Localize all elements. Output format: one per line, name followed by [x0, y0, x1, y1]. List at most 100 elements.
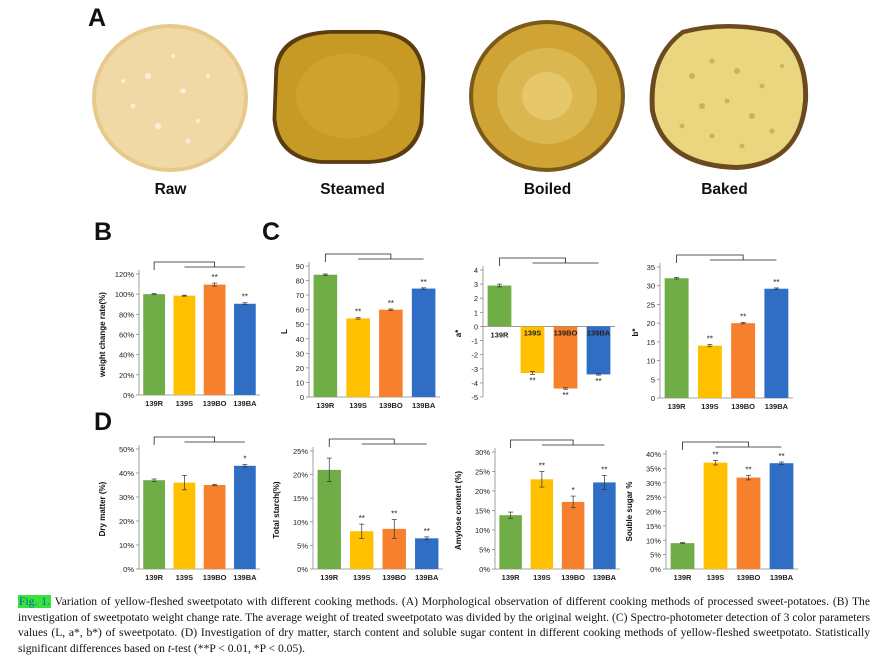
category-label: 139S: [349, 401, 367, 410]
y-tick-label: 5: [651, 375, 655, 384]
chart-a: -5 -4 -3 -2 -1 0 1 2 3 4 a* 139R ** 139S ** 139BO ** 139B…: [454, 257, 615, 402]
category-label: 139R: [491, 330, 510, 339]
y-tick-label: -4: [471, 379, 478, 388]
bar-139BO: [203, 485, 226, 569]
y-tick-label: 40%: [119, 351, 134, 360]
y-axis-label: weight change rate(%): [98, 292, 107, 378]
significance-mark: **: [740, 312, 746, 321]
y-tick-label: 10: [296, 378, 304, 387]
significance-mark: **: [359, 514, 365, 523]
chart-L: 0 10 20 30 40 50 60 70 80 90 L 139R ** 139S ** 139BO ** 1…: [280, 253, 440, 410]
photo-raw: [92, 24, 248, 172]
category-label: 139BO: [554, 328, 578, 337]
category-label: 139BO: [731, 402, 755, 411]
bar-139BA: [233, 465, 256, 569]
photo-steamed: [272, 30, 426, 164]
y-tick-label: 10%: [119, 541, 134, 550]
caption-ttest: t: [167, 641, 172, 655]
y-tick-label: 25: [647, 300, 655, 309]
category-label: 139BA: [587, 328, 611, 337]
bar-139R: [499, 515, 522, 569]
chart-b: 0 5 10 15 20 25 30 35 b* 139R ** 139S ** 139BO ** 139BA: [631, 254, 793, 411]
bar-139R: [313, 274, 338, 397]
bar-139BA: [415, 538, 439, 569]
category-label: 139S: [701, 402, 719, 411]
significance-mark: **: [212, 273, 218, 282]
y-tick-label: 10%: [646, 536, 661, 545]
y-tick-label: 25%: [475, 468, 490, 477]
category-label: 139BO: [737, 573, 761, 582]
panel-letter-a: A: [88, 4, 107, 32]
y-tick-label: 50: [296, 320, 304, 329]
y-tick-label: 60%: [119, 331, 134, 340]
y-tick-label: 30%: [475, 448, 490, 457]
chart-starch: 0% 5% 10% 15% 20% 25% Total starch(%) 139R ** 139…: [272, 438, 443, 582]
significance-mark: **: [562, 391, 568, 400]
category-label: 139S: [524, 328, 542, 337]
bar-139S: [520, 326, 545, 374]
y-tick-label: 25%: [646, 493, 661, 502]
bar-139BA: [593, 482, 616, 569]
y-axis-label: L: [280, 329, 289, 334]
significance-bracket: [499, 257, 566, 266]
bar-139S: [530, 479, 554, 569]
y-tick-label: 0%: [297, 565, 308, 574]
category-label: 139BA: [233, 573, 257, 582]
panel-letter-d: D: [94, 408, 113, 436]
y-tick-label: 50%: [119, 445, 134, 454]
bar-139BO: [736, 477, 761, 569]
significance-bracket: [510, 439, 574, 448]
y-tick-label: 0%: [123, 391, 134, 400]
figure-caption: Fig. 1. Variation of yellow-fleshed swee…: [18, 594, 870, 656]
significance-mark: **: [539, 462, 545, 471]
y-tick-label: 3: [474, 280, 478, 289]
chart-sugar: 0% 5% 10% 15% 20% 25% 30% 35% 40% Souble sugar % 1…: [625, 441, 798, 582]
bar-139S: [346, 318, 370, 397]
y-tick-label: 15%: [293, 494, 308, 503]
significance-mark: *: [572, 486, 575, 495]
category-label: 139S: [707, 573, 725, 582]
bar-139R: [670, 543, 695, 569]
significance-mark: *: [243, 455, 246, 464]
y-tick-label: 0: [474, 322, 478, 331]
significance-mark: **: [388, 299, 394, 308]
bar-139R: [143, 294, 166, 395]
photo-label-steamed: Steamed: [320, 181, 385, 198]
figure-label[interactable]: Fig. 1.: [18, 595, 51, 608]
significance-bracket: [153, 436, 216, 445]
category-label: 139R: [320, 573, 339, 582]
category-label: 139BA: [233, 399, 257, 408]
bar-139BO: [203, 284, 226, 395]
significance-mark: **: [707, 334, 713, 343]
significance-mark: **: [421, 278, 427, 287]
y-tick-label: 30: [647, 282, 655, 291]
y-tick-label: 40%: [119, 469, 134, 478]
photo-label-raw: Raw: [154, 181, 187, 198]
y-axis-label: Amylose content (%): [454, 471, 463, 550]
category-label: 139R: [674, 573, 693, 582]
bar-139BO: [382, 528, 406, 569]
y-tick-label: 0%: [479, 565, 490, 574]
y-tick-label: 20: [296, 364, 304, 373]
y-tick-label: 0: [300, 393, 304, 402]
chart-weight: 0% 20% 40% 60% 80% 100% 120% weight change rate…: [98, 261, 260, 408]
category-label: 139S: [353, 573, 371, 582]
category-label: 139R: [316, 401, 335, 410]
y-tick-label: 40%: [646, 450, 661, 459]
category-label: 139S: [533, 573, 551, 582]
y-tick-label: 60: [296, 306, 304, 315]
y-tick-label: 0%: [123, 565, 134, 574]
photo-label-baked: Baked: [701, 181, 748, 198]
significance-mark: **: [424, 527, 430, 536]
y-axis-label: Souble sugar %: [625, 481, 634, 541]
category-label: 139R: [145, 399, 164, 408]
significance-mark: **: [712, 450, 718, 459]
significance-bracket: [682, 441, 749, 450]
y-tick-label: 5%: [650, 551, 661, 560]
y-tick-label: 100%: [115, 290, 135, 299]
y-tick-label: 20%: [119, 517, 134, 526]
bar-139BA: [233, 303, 256, 395]
y-tick-label: 2: [474, 294, 478, 303]
slice-raw-flesh: [96, 28, 244, 168]
photo-boiled: [469, 20, 625, 172]
